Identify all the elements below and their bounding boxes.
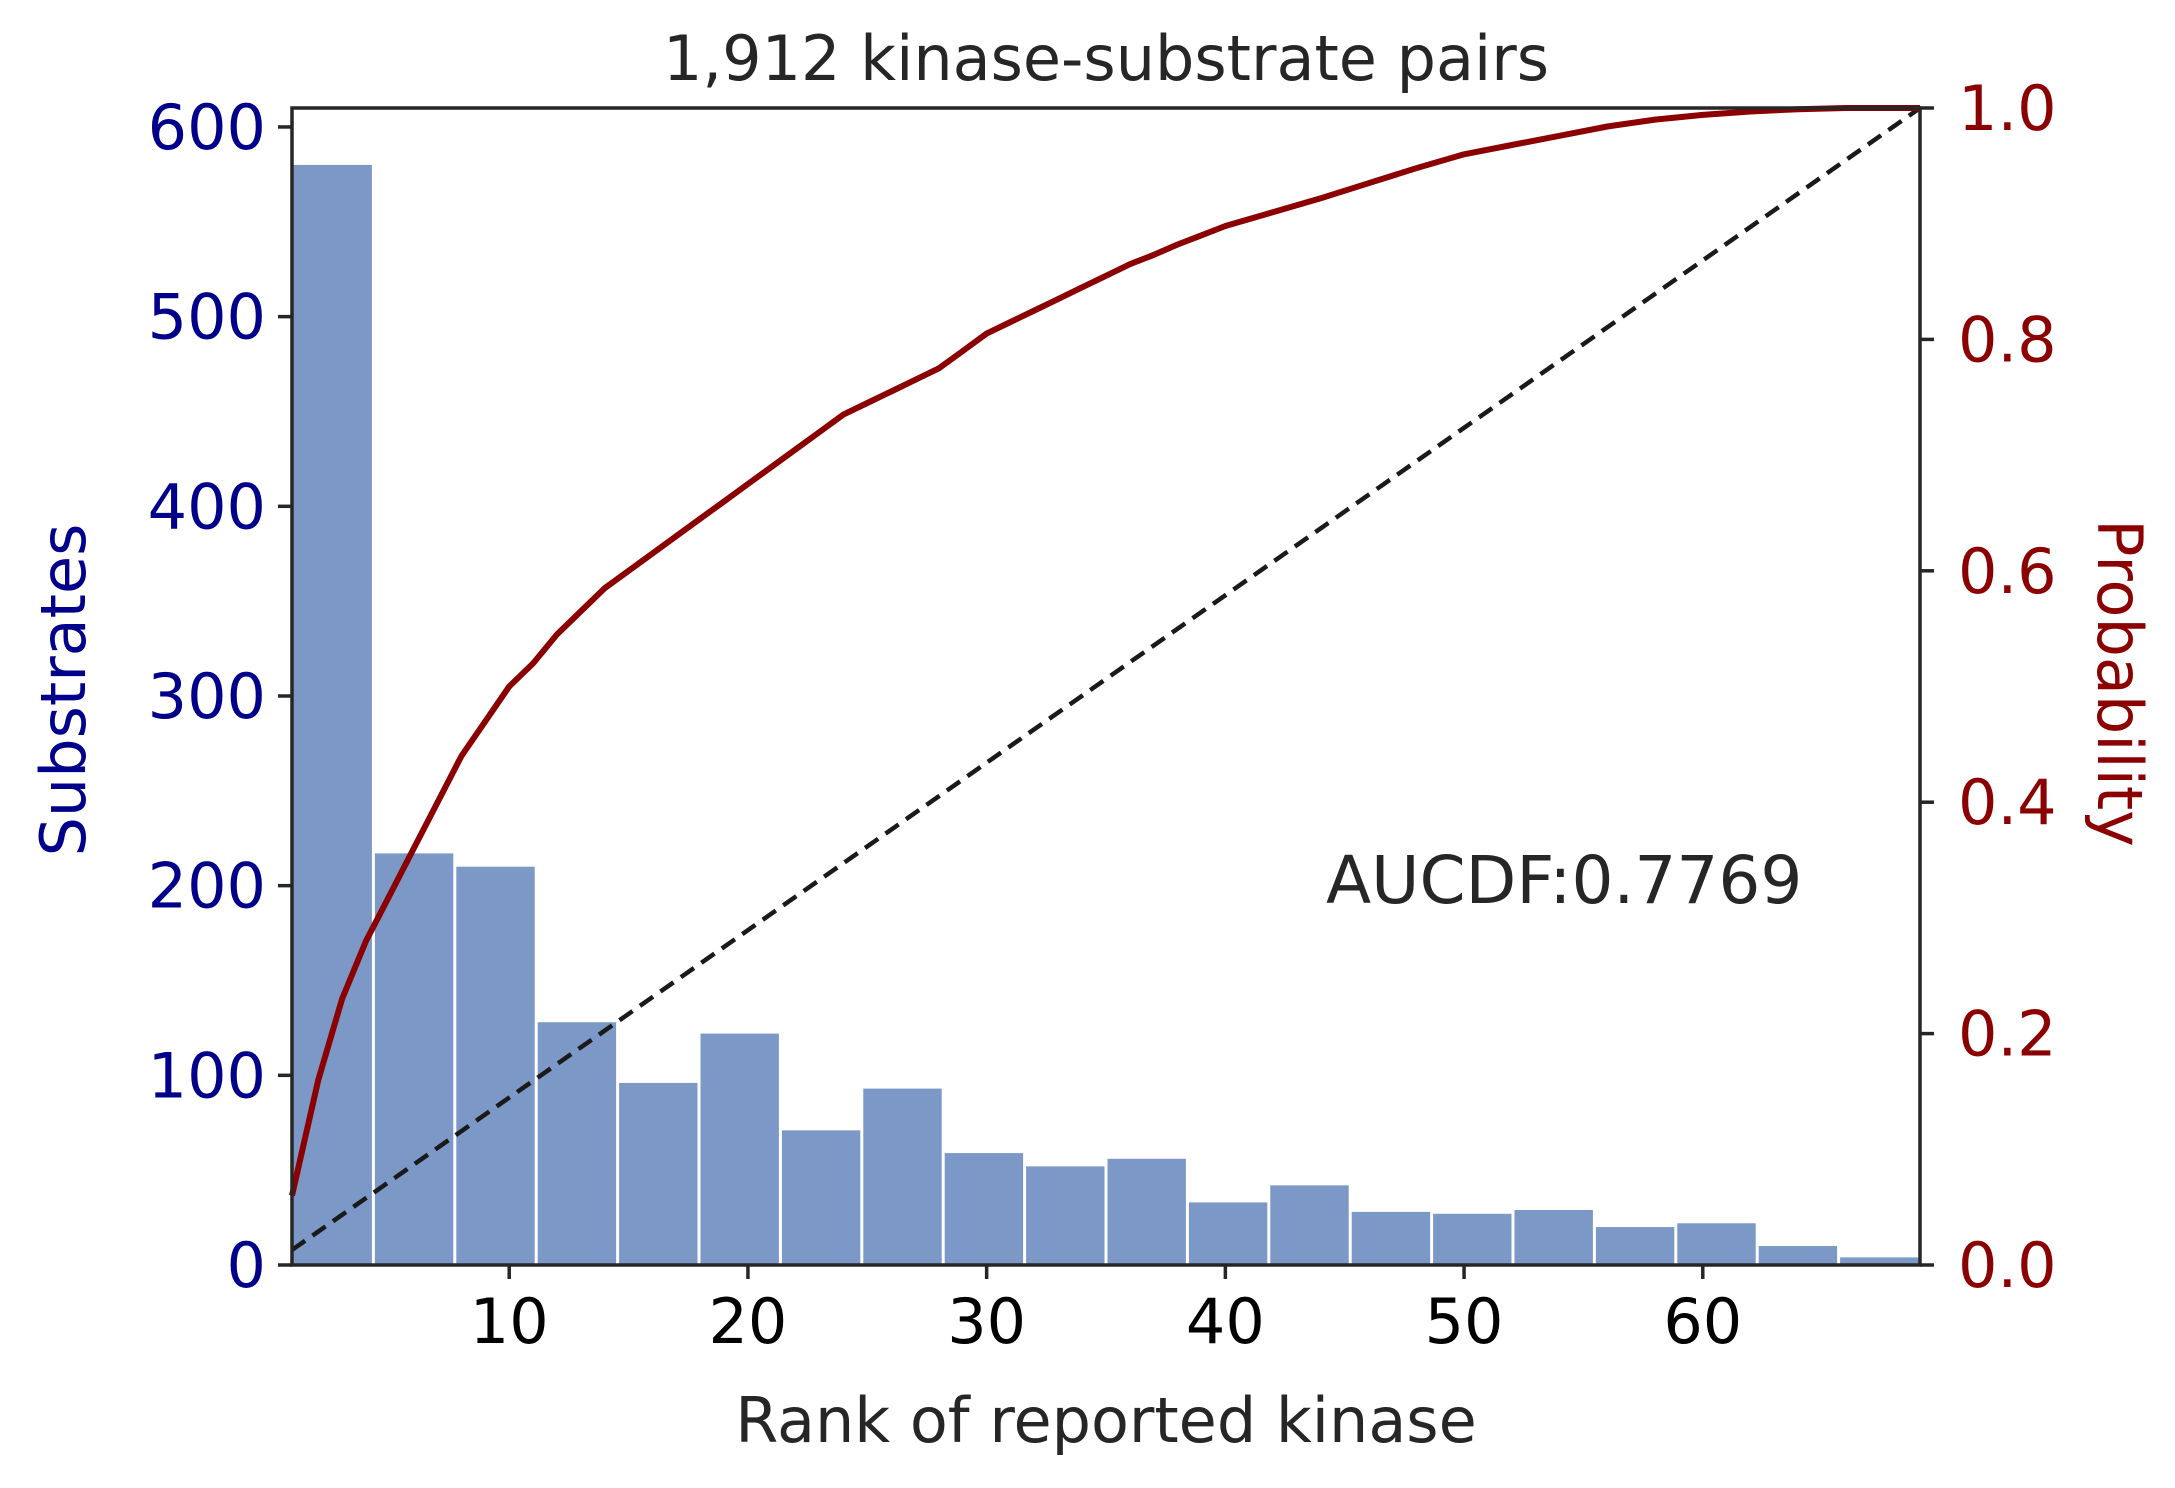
x-tick-label-60: 60	[1663, 1285, 1742, 1358]
bar-13	[1270, 1185, 1349, 1265]
bar-18	[1677, 1223, 1756, 1265]
bar-8	[863, 1088, 942, 1265]
x-tick-label-30: 30	[947, 1285, 1026, 1358]
aucdf-annotation: AUCDF:0.7769	[1326, 842, 1802, 919]
y-right-tick-label-0: 0.0	[1958, 1229, 2057, 1302]
y-left-tick-label-400: 400	[148, 470, 266, 543]
bar-1	[293, 164, 372, 1266]
bar-10	[1026, 1166, 1105, 1265]
diagonal-reference	[290, 106, 1922, 1252]
bar-17	[1595, 1227, 1675, 1265]
bar-7	[781, 1130, 861, 1265]
y-left-tick-label-100: 100	[148, 1039, 266, 1112]
y-right-tick-label-5: 1.0	[1958, 72, 2057, 145]
bar-4	[537, 1022, 617, 1265]
y-right-tick-label-1: 0.2	[1958, 998, 2057, 1071]
y-left-tick-label-600: 600	[148, 91, 266, 164]
axes	[290, 106, 1922, 1267]
bar-20	[1840, 1257, 1919, 1265]
chart-title: 1,912 kinase-substrate pairs	[663, 22, 1549, 95]
bar-2	[374, 853, 454, 1265]
bar-16	[1514, 1209, 1593, 1265]
y-left-tick-label-200: 200	[148, 850, 266, 923]
y-right-tick-label-4: 0.8	[1958, 303, 2057, 376]
bar-19	[1758, 1246, 1838, 1265]
plot-frame	[290, 106, 1922, 1267]
y-axis-label-left: Substrates	[27, 524, 100, 857]
bar-9	[944, 1153, 1024, 1265]
x-tick-label-50: 50	[1425, 1285, 1504, 1358]
bar-11	[1107, 1158, 1186, 1265]
x-tick-label-40: 40	[1186, 1285, 1265, 1358]
y-right-tick-label-2: 0.4	[1958, 766, 2057, 839]
bar-3	[456, 866, 535, 1265]
diagonal-line	[290, 106, 1922, 1252]
x-tick-label-20: 20	[708, 1285, 787, 1358]
cdf-curve	[289, 105, 1920, 1197]
bar-6	[700, 1033, 779, 1265]
y-left-tick-label-300: 300	[148, 660, 266, 733]
y-left-tick-label-0: 0	[227, 1229, 266, 1302]
y-left-tick-label-500: 500	[148, 281, 266, 354]
ticks: 10 20 30 40 50 6001002003004005006000.00.20.4…	[148, 72, 2057, 1358]
x-tick-label-10: 10	[470, 1285, 549, 1358]
histogram-bars	[293, 164, 1919, 1266]
bar-14	[1351, 1211, 1431, 1265]
bar-15	[1433, 1213, 1512, 1265]
bar-5	[619, 1082, 698, 1265]
x-axis-label: Rank of reported kinase	[735, 1384, 1477, 1457]
cdf-line	[289, 105, 1920, 1197]
bar-12	[1188, 1202, 1268, 1265]
y-axis-label-right: Probability	[2083, 519, 2156, 847]
y-right-tick-label-3: 0.6	[1958, 535, 2057, 608]
